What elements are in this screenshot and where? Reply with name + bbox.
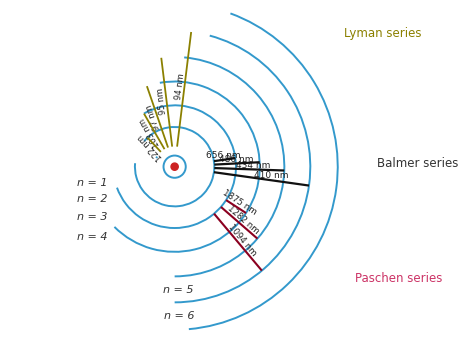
Text: 1282 nm: 1282 nm [226, 203, 261, 236]
Text: n = 5: n = 5 [163, 285, 194, 295]
Text: 97 nm: 97 nm [145, 103, 162, 131]
Text: Paschen series: Paschen series [355, 272, 442, 285]
Text: 1875 nm: 1875 nm [220, 188, 258, 217]
Text: Balmer series: Balmer series [377, 157, 458, 170]
Text: 103 nm: 103 nm [138, 117, 162, 149]
Text: n = 1: n = 1 [77, 178, 108, 188]
Text: 410 nm: 410 nm [255, 171, 289, 180]
Text: 1094 nm: 1094 nm [227, 222, 259, 258]
Text: 434 nm: 434 nm [236, 160, 270, 170]
Text: Lyman series: Lyman series [344, 27, 422, 40]
Text: 656 nm: 656 nm [206, 151, 240, 160]
Text: 122 nm: 122 nm [137, 133, 165, 162]
Text: n = 2: n = 2 [77, 194, 108, 204]
Text: n = 6: n = 6 [164, 311, 195, 321]
Text: 95 nm: 95 nm [156, 87, 168, 115]
Text: 486 nm: 486 nm [219, 154, 254, 164]
Text: n = 3: n = 3 [77, 212, 108, 222]
Circle shape [171, 163, 178, 170]
Text: 94 nm: 94 nm [174, 73, 186, 100]
Text: n = 4: n = 4 [77, 231, 108, 241]
